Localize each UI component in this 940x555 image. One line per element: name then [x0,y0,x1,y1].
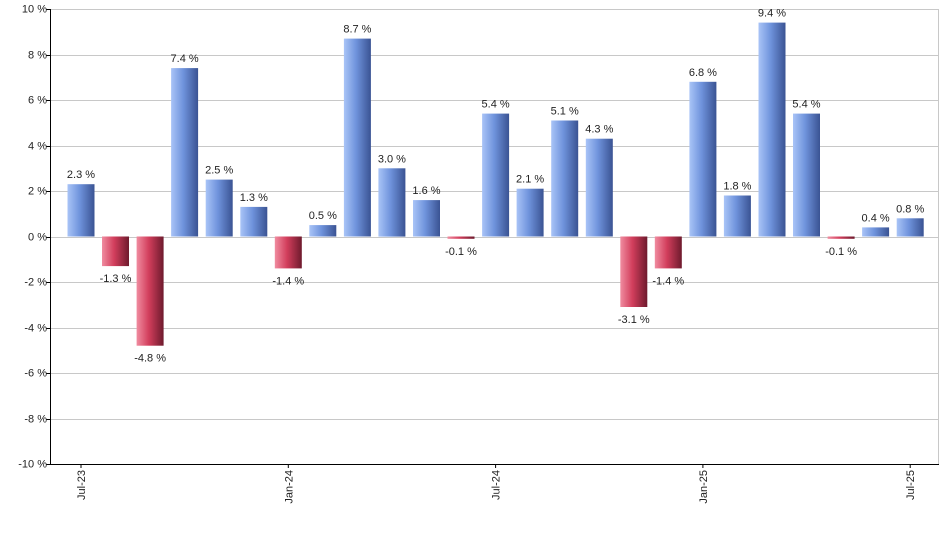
bar-jun-25 [862,227,890,237]
bar-feb-25 [723,195,751,237]
data-label: 2.5 % [205,165,233,177]
bar-dec-23 [240,206,268,237]
y-tick-label: -2 % [24,277,47,289]
bar-dec-24 [654,236,682,269]
bar-nov-23 [205,179,233,237]
bar-apr-24 [378,168,406,237]
x-tick-label: Jul-24 [491,470,503,500]
bar-may-24 [413,200,440,237]
data-labels: 2.3 % -1.3 % -4.8 % 7.4 % 2.5 % 1.3 % -1.4 % 0.… [67,8,925,365]
data-label: 0.5 % [309,210,337,222]
data-label: 7.4 % [171,53,199,65]
data-label: -4.8 % [134,353,166,365]
bar-jan-25 [689,81,717,237]
bar-aug-24 [516,188,544,237]
y-tick-label: -8 % [24,414,47,426]
data-label: -3.1 % [618,314,650,326]
data-label: 5.4 % [482,99,510,111]
data-label: 5.4 % [792,99,820,111]
y-tick-label: 8 % [28,50,47,62]
data-label: 1.3 % [240,192,268,204]
data-label: -0.1 % [445,246,477,258]
bar-jan-24 [274,236,302,269]
bar-sep-23 [136,236,164,346]
bar-nov-24 [620,236,648,307]
bar-may-25 [827,236,855,239]
x-tick-label: Jul-25 [905,470,917,500]
bar-jul-25 [896,218,924,237]
y-tick-label: -6 % [24,368,47,380]
data-label: 5.1 % [551,106,579,118]
y-tick-label: 2 % [28,186,47,198]
bar-oct-24 [585,138,613,237]
bar-oct-23 [171,68,199,237]
bar-mar-24 [343,38,371,237]
bar-feb-24 [309,225,337,237]
bars [67,22,924,346]
y-tick-label: 0 % [28,232,47,244]
data-label: -1.4 % [272,275,304,287]
bar-aug-23 [102,236,129,267]
data-label: 0.8 % [896,203,924,215]
y-tick-label: -10 % [18,459,47,471]
data-label: 4.3 % [585,124,613,136]
data-label: 6.8 % [689,67,717,79]
bar-jul-23 [67,184,95,237]
data-label: 3.0 % [378,153,406,165]
data-label: -0.1 % [825,246,857,258]
x-tick-label: Jan-25 [698,470,710,504]
bar-mar-25 [758,22,786,237]
y-tick-label: 6 % [28,95,47,107]
data-label: 8.7 % [343,24,371,36]
data-label: -1.3 % [100,273,132,285]
data-label: 2.1 % [516,174,544,186]
data-label: 2.3 % [67,169,95,181]
data-label: 1.8 % [723,181,751,193]
data-label: 1.6 % [412,185,440,197]
y-tick-label: 10 % [22,4,47,16]
bar-jul-24 [482,113,510,237]
data-label: 9.4 % [758,8,786,20]
y-tick-label: 4 % [28,141,47,153]
x-tick-label: Jul-23 [76,470,88,500]
y-tick-label: -4 % [24,323,47,335]
x-tick-label: Jan-24 [283,470,295,504]
bar-apr-25 [793,113,820,237]
bar-jun-24 [447,236,475,239]
data-label: 0.4 % [862,212,890,224]
data-label: -1.4 % [652,275,684,287]
bar-sep-24 [551,120,579,237]
axes: 10 % 8 % 6 % 4 % 2 % 0 % -2 % -4 % -6 % -8 % -10 %… [18,4,939,504]
